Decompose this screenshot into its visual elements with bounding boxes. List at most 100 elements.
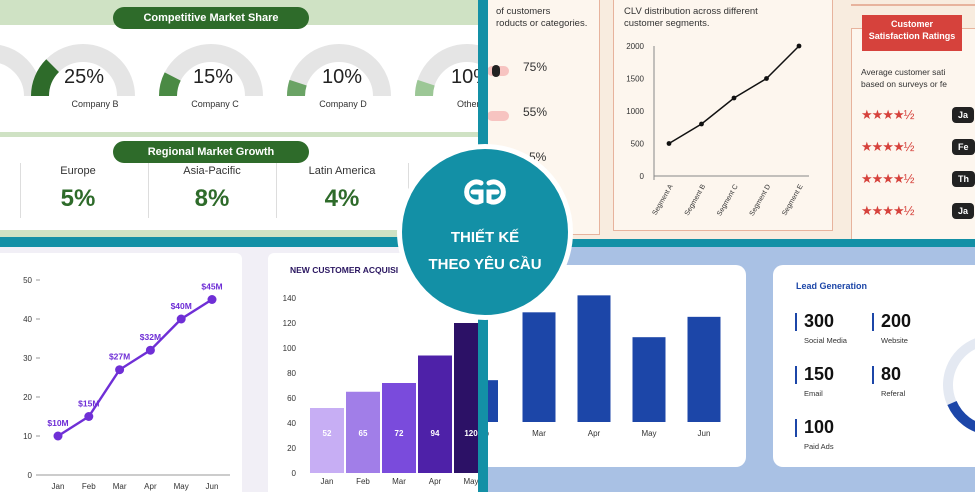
blue-bar — [522, 312, 556, 422]
clv-ytick: 0 — [640, 172, 645, 181]
acq-xtick: May — [463, 477, 478, 486]
clv-point — [796, 43, 802, 49]
clv-xtick: Segment A — [652, 183, 675, 216]
revenue-card: 0 10 20 30 40 50 $10M $15M $27M $32M $40M $45M Jan Fe… — [0, 253, 242, 492]
star-rating-4: ★★★★½ — [861, 203, 914, 218]
clv-ytick: 1000 — [626, 107, 644, 116]
clv-xtick: Segment C — [716, 184, 740, 218]
regional-title: Regional Market Growth — [113, 141, 309, 163]
clv-ytick: 500 — [631, 140, 645, 149]
acq-ytick: 60 — [287, 394, 296, 403]
satisfaction-title: Customer Satisfaction Ratings — [862, 15, 962, 51]
region-europe: Europe 5% — [60, 165, 96, 212]
clv-ytick: 1500 — [626, 75, 644, 84]
revenue-xtick: Jun — [206, 482, 219, 491]
lead-social-value: 300 — [804, 311, 835, 331]
acq-bar — [454, 323, 478, 473]
brand-logo: THIẾT KẾ THEO YÊU CẦU — [397, 144, 573, 320]
blue-xtick: Apr — [588, 429, 601, 438]
clv-line — [668, 45, 800, 145]
acq-xtick: Jan — [321, 477, 334, 486]
gauge-value-other: 10% — [451, 66, 478, 88]
lead-email-label: Email — [804, 389, 823, 398]
gauge-label-other: Other — [457, 99, 478, 109]
chip-4: Ja — [952, 203, 975, 219]
logo-icon — [464, 179, 506, 205]
star-rating-1: ★★★★½ — [861, 107, 914, 122]
acq-data-label: 94 — [431, 429, 440, 438]
blue-bar — [577, 295, 611, 422]
revenue-xtick: Mar — [113, 482, 127, 491]
blue-bar — [632, 337, 666, 422]
acq-ytick: 80 — [287, 369, 296, 378]
acq-data-label: 120 — [464, 429, 478, 438]
revenue-xtick: May — [174, 482, 189, 491]
revenue-ytick: 30 — [23, 354, 32, 363]
acq-bar — [310, 408, 344, 473]
lead-website-value: 200 — [881, 311, 912, 331]
lead-email-value: 150 — [804, 364, 835, 384]
lead-generation-card: Lead Generation 300 Social Media 200 Web… — [773, 265, 975, 467]
clv-point — [764, 76, 769, 81]
lead-panel: Feb Mar Apr May Jun Lead Generation 300 Soci… — [488, 247, 975, 492]
chip-3: Th — [952, 171, 975, 187]
revenue-data-label: $10M — [47, 418, 68, 428]
gauge-value-c: 15% — [193, 66, 234, 88]
gauge-label-b: Company B — [71, 99, 119, 109]
customers-pct-2: 55% — [523, 105, 548, 119]
revenue-point — [115, 365, 125, 375]
acq-bar — [382, 383, 416, 473]
revenue-data-label: $15M — [78, 399, 99, 409]
customers-pct-1: 75% — [523, 60, 548, 74]
gauge-label-d: Company D — [319, 99, 367, 109]
blue-bar — [488, 380, 498, 422]
satisfaction-card: Customer Satisfaction Ratings Average cu… — [851, 15, 975, 239]
clv-xtick: Segment B — [684, 183, 708, 217]
customer-analytics-panel: of customers roducts or categories. 75% … — [488, 0, 975, 239]
revenue-data-label: $32M — [140, 332, 161, 342]
clv-card: CLV distribution across different custom… — [613, 0, 833, 231]
acq-ytick: 120 — [283, 319, 297, 328]
lead-referal-value: 80 — [881, 364, 902, 384]
clv-ytick: 2000 — [626, 42, 644, 51]
market-share-title: Competitive Market Share — [113, 7, 309, 29]
gauge-value-d: 10% — [322, 66, 363, 88]
clv-xtick: Segment D — [749, 184, 773, 218]
acquisition-bar-chart: 0 20 40 60 80 100 120 140 52 Jan 65 Feb 72 Mar 94 Apr 12… — [283, 294, 478, 486]
gauge-label-c: Company C — [191, 99, 239, 109]
gauge-company-c — [159, 44, 263, 97]
acq-xtick: Mar — [392, 477, 406, 486]
revenue-point — [145, 345, 155, 355]
acq-ytick: 0 — [292, 469, 297, 478]
revenue-xtick: Apr — [144, 482, 157, 491]
acq-xtick: Feb — [356, 477, 370, 486]
acq-ytick: 140 — [283, 294, 297, 303]
blue-xtick: Feb — [488, 429, 489, 438]
revenue-ytick: 50 — [23, 276, 32, 285]
revenue-data-label: $40M — [171, 301, 192, 311]
blue-xtick: Jun — [698, 429, 711, 438]
acq-data-label: 52 — [323, 429, 332, 438]
acq-ytick: 40 — [287, 419, 296, 428]
gauge-value-b: 25% — [64, 66, 105, 88]
revenue-xtick: Jan — [52, 482, 65, 491]
lead-website-label: Website — [881, 336, 908, 345]
acq-ytick: 100 — [283, 344, 297, 353]
revenue-point — [207, 295, 217, 304]
acquisition-title: NEW CUSTOMER ACQUISI — [290, 265, 399, 275]
revenue-ytick: 20 — [23, 393, 32, 402]
lead-generation-title: Lead Generation — [796, 281, 868, 291]
acq-data-label: 72 — [395, 429, 404, 438]
clv-xtick: Segment E — [781, 183, 805, 217]
logo-line-1: THIẾT KẾ — [450, 229, 520, 246]
revenue-line-chart: 0 10 20 30 40 50 $10M $15M $27M $32M $40M $45M Jan Fe… — [23, 276, 230, 491]
revenue-line — [57, 298, 213, 438]
clv-point — [731, 95, 737, 101]
lead-referal-label: Referal — [881, 389, 906, 398]
revenue-ytick: 40 — [23, 315, 32, 324]
blue-xtick: Mar — [532, 429, 546, 438]
acq-bar — [418, 355, 452, 473]
region-latin-america: Latin America 4% — [308, 165, 376, 212]
gauge-partial — [0, 45, 42, 97]
